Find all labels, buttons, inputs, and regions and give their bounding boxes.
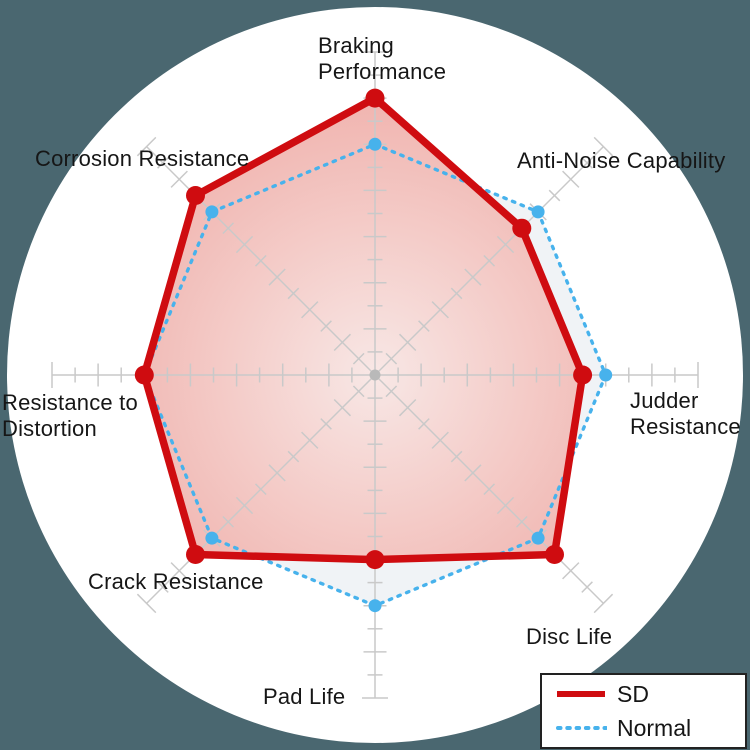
axis-label-corrosion-resistance: Corrosion Resistance — [35, 146, 250, 171]
axis-label-anti-noise-capability: Anti-Noise Capability — [517, 148, 726, 173]
legend-label-sd: SD — [617, 680, 649, 707]
legend: SD Normal — [540, 673, 747, 749]
legend-label-normal: Normal — [617, 714, 692, 741]
sd-line-swatch — [557, 691, 605, 697]
axis-label-resistance-to-distortion: Resistance to Distortion — [2, 390, 138, 441]
axis-label-pad-life: Pad Life — [263, 684, 346, 709]
axis-label-disc-life: Disc Life — [526, 624, 613, 649]
legend-item-normal: Normal — [555, 715, 745, 742]
legend-item-sd: SD — [555, 681, 745, 708]
axis-label-crack-resistance: Crack Resistance — [88, 569, 264, 594]
normal-dotted-swatch — [556, 726, 607, 730]
axis-label-braking-performance: Braking Performance — [318, 33, 447, 84]
axis-label-judder-resistance: Judder Resistance — [630, 388, 741, 439]
